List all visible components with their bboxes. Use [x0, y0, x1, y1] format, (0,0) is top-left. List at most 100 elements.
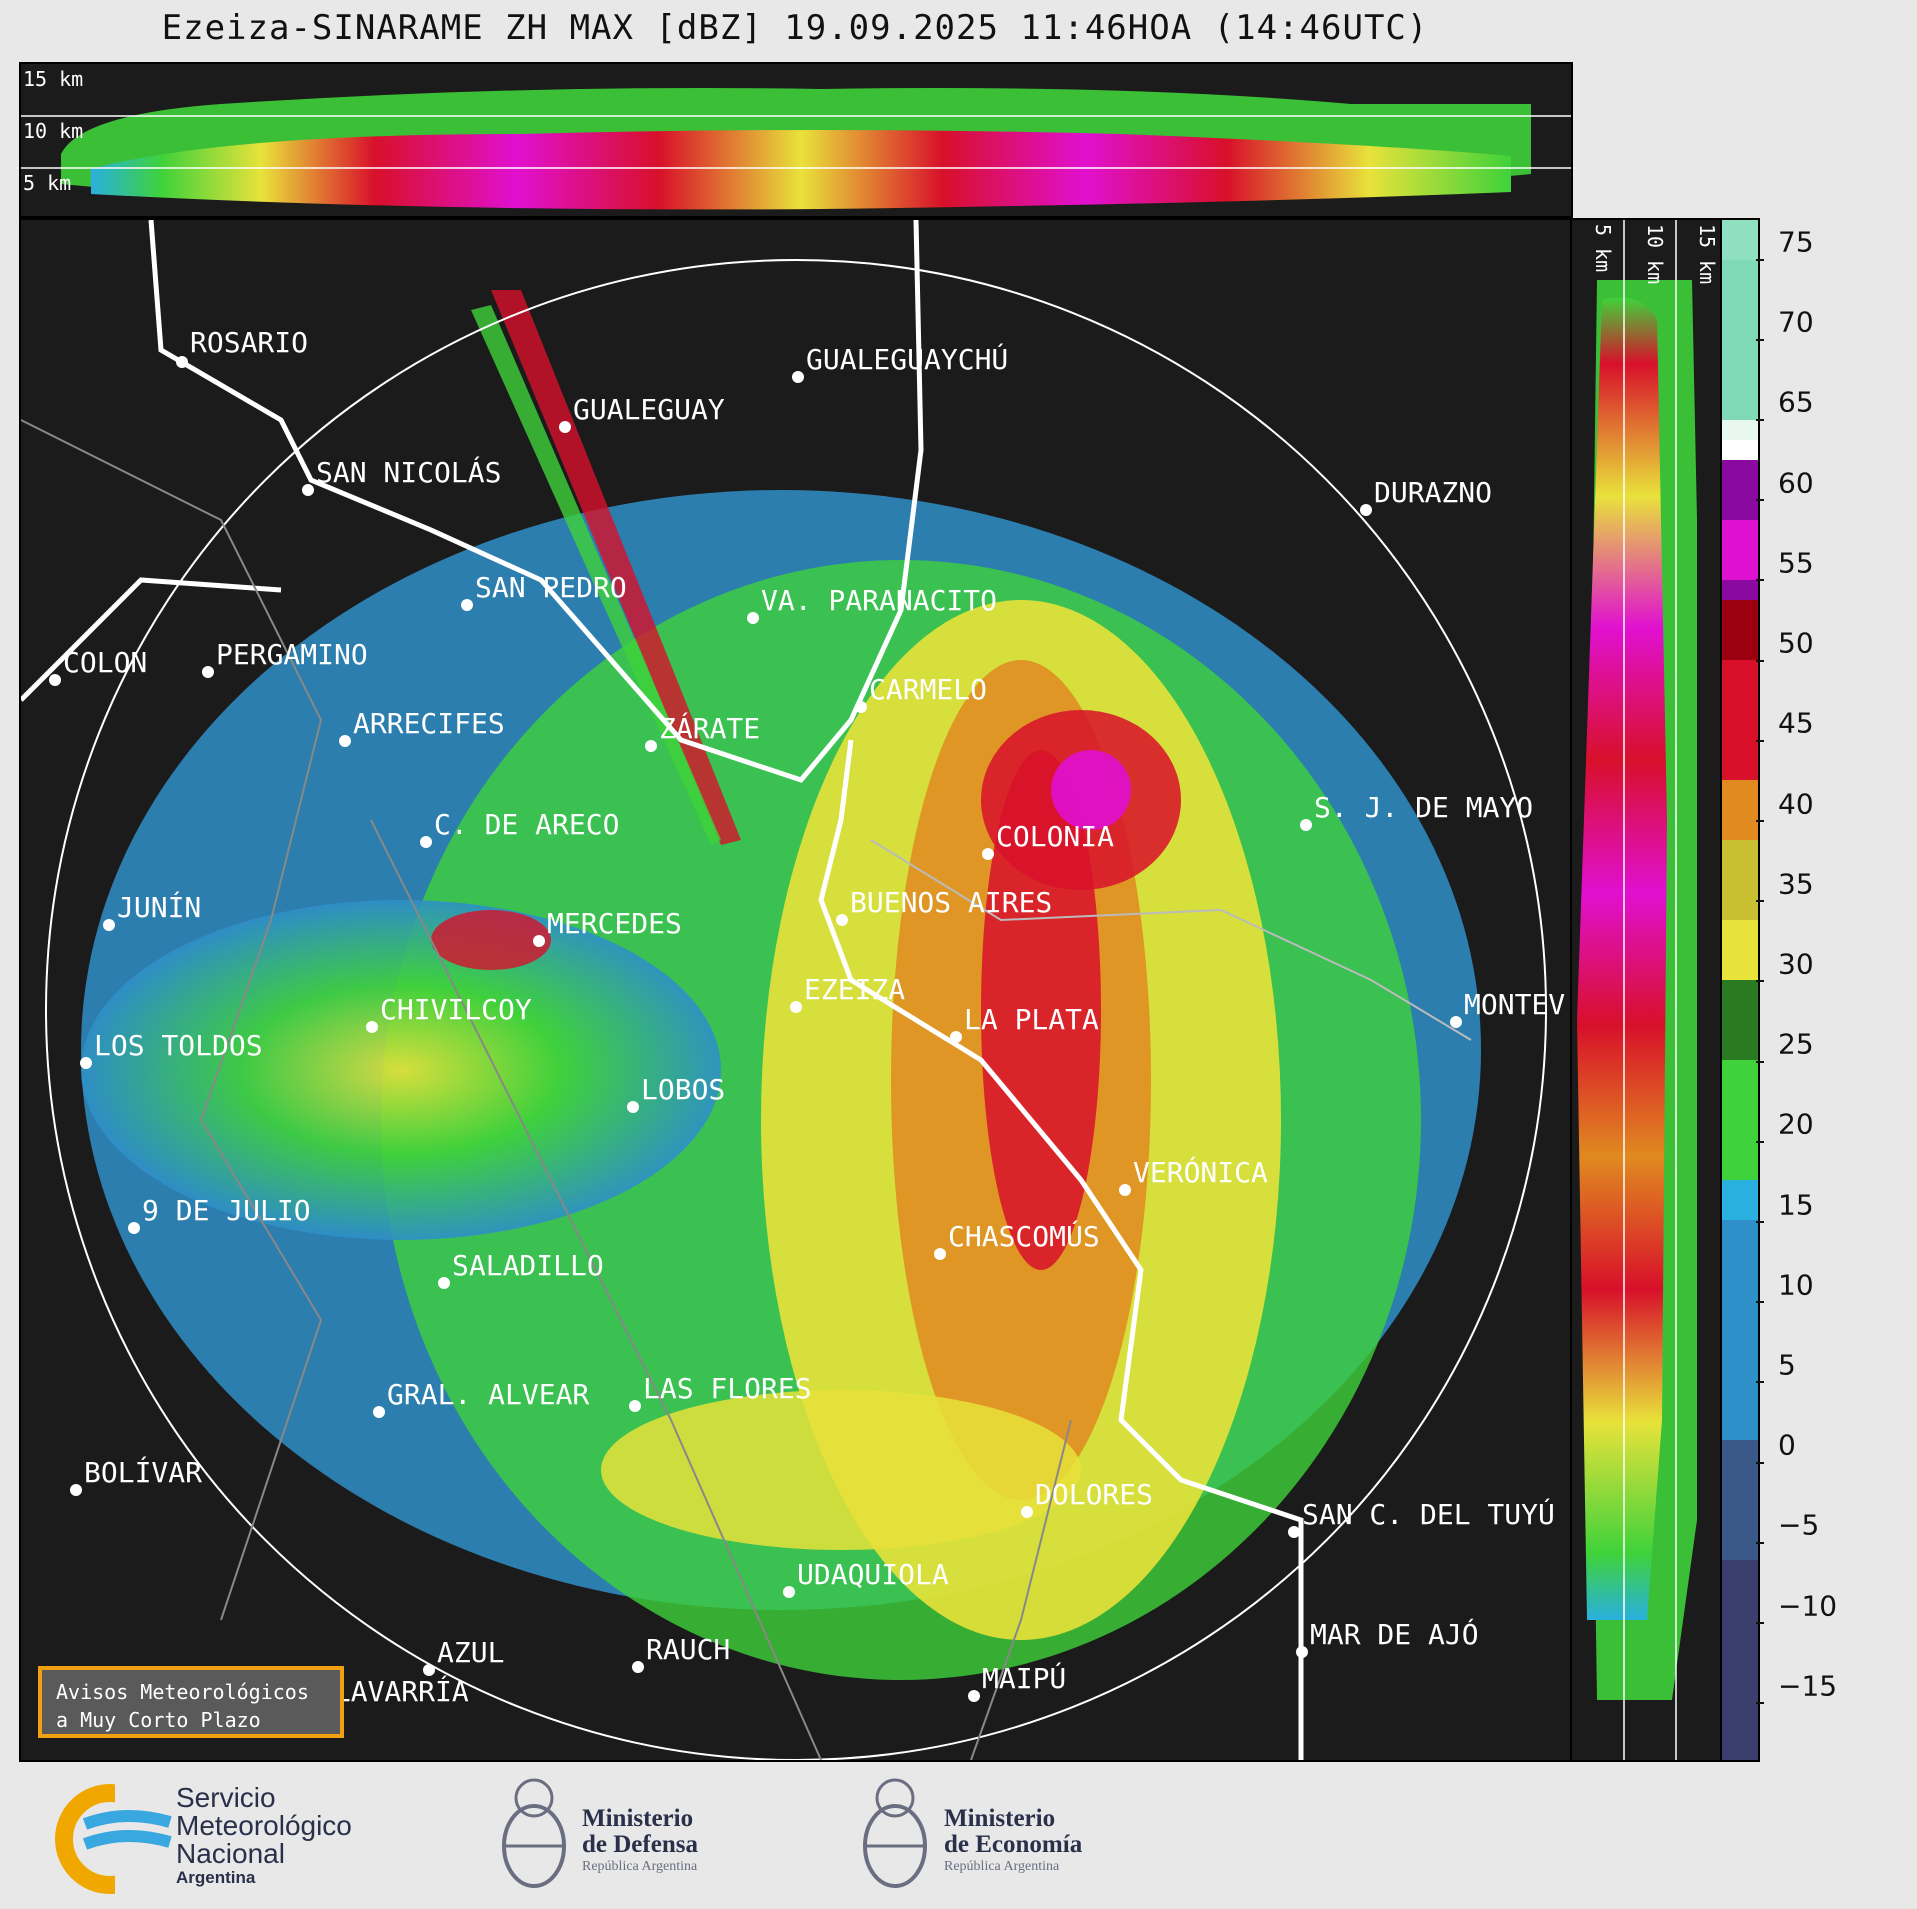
city-label: LOS TOLDOS	[94, 1029, 263, 1062]
city-label: LOBOS	[641, 1073, 725, 1106]
smn-line4: Argentina	[176, 1868, 256, 1887]
city-label: CHASCOMÚS	[948, 1219, 1100, 1253]
city-label: DOLORES	[1035, 1478, 1153, 1511]
city-label: ROSARIO	[190, 326, 308, 359]
city-label: BOLÍVAR	[84, 1455, 202, 1489]
economia-line1: Ministerio	[944, 1805, 1056, 1832]
city-marker	[339, 735, 351, 747]
chart-title: Ezeiza-SINARAME ZH MAX [dBZ] 19.09.2025 …	[161, 8, 1429, 48]
city-marker	[176, 356, 188, 368]
city-label: DURAZNO	[1374, 476, 1492, 509]
colorbar-tick: 75	[1756, 226, 1814, 275]
city-label: C. DE ARECO	[434, 808, 619, 841]
city-label: MAIPÚ	[982, 1661, 1066, 1695]
city-marker	[1021, 1506, 1033, 1518]
smn-logo-icon	[55, 1784, 175, 1894]
colorbar-tick: 70	[1756, 306, 1814, 355]
city-marker	[80, 1057, 92, 1069]
echo-field-west	[81, 900, 721, 1240]
city-label: CARMELO	[869, 673, 987, 706]
colorbar-tick: 0	[1756, 1429, 1796, 1478]
city-label: ZÁRATE	[659, 711, 760, 745]
top-cross-section-panel: 15 km 10 km 5 km	[19, 62, 1573, 218]
city-label: GUALEGUAY	[573, 393, 725, 426]
escudo-defensa-icon	[502, 1778, 566, 1888]
defensa-line2: de Defensa	[582, 1831, 698, 1858]
city-marker	[1288, 1526, 1300, 1538]
city-label: GRAL. ALVEAR	[387, 1378, 589, 1411]
side-cross-section-panel: 5 km 10 km 15 km	[1570, 218, 1724, 1762]
city-marker	[792, 371, 804, 383]
city-marker	[982, 848, 994, 860]
colorbar-tick: 20	[1756, 1108, 1814, 1157]
colorbar-tick: 50	[1756, 627, 1814, 676]
colorbar-tick: 60	[1756, 466, 1814, 516]
smn-line3: Nacional	[176, 1838, 285, 1869]
city-layer: ROSARIO GUALEGUAYCHÚ GUALEGUAY SAN NICOLÁS D…	[49, 326, 1565, 1715]
avisos-button[interactable]: Avisos Meteorológicos a Muy Corto Plazo	[38, 1666, 344, 1738]
city-marker	[423, 1664, 435, 1676]
city-label: 9 DE JULIO	[142, 1194, 311, 1227]
city-marker	[1119, 1184, 1131, 1196]
city-label: GUALEGUAYCHÚ	[806, 342, 1008, 376]
city-label: VERÓNICA	[1133, 1155, 1268, 1189]
city-marker	[783, 1586, 795, 1598]
colorbar-tick: 30	[1756, 947, 1814, 997]
city-marker	[70, 1484, 82, 1496]
colorbar-tick: −10	[1755, 1589, 1837, 1639]
city-marker	[559, 421, 571, 433]
city-marker	[934, 1248, 946, 1260]
echo-south-yellow	[601, 1390, 1081, 1550]
city-marker	[420, 836, 432, 848]
colorbar-tick: −15	[1755, 1669, 1837, 1719]
avisos-line1: Avisos Meteorológicos	[56, 1680, 309, 1704]
colorbar-ticks: 75 70 65 60 55 50 45 40 35 30 25 20 15 10 5 0 −5 −10 −15	[1755, 218, 1878, 1758]
city-marker	[1296, 1646, 1308, 1658]
city-label: SAN NICOLÁS	[316, 455, 501, 489]
colorbar-scale	[1722, 220, 1758, 1760]
colorbar-tick: 55	[1756, 546, 1814, 596]
city-marker	[302, 484, 314, 496]
interference-spike	[491, 290, 741, 845]
city-label: MERCEDES	[547, 907, 682, 940]
city-label: PERGAMINO	[216, 638, 368, 671]
city-label: MONTEV	[1464, 988, 1565, 1021]
radar-plot	[21, 220, 1547, 1760]
city-marker	[747, 612, 759, 624]
city-label: AZUL	[437, 1636, 504, 1669]
top-15km-label: 15 km	[23, 67, 83, 91]
city-label: ARRECIFES	[353, 707, 505, 740]
city-marker	[627, 1101, 639, 1113]
city-marker	[461, 599, 473, 611]
city-marker	[533, 935, 545, 947]
smn-line1: Servicio	[176, 1782, 276, 1813]
top-5km-label: 5 km	[23, 171, 71, 195]
city-label: S. J. DE MAYO	[1314, 791, 1533, 824]
footer-logos: Servicio Meteorológico Nacional Argentin…	[0, 1762, 1917, 1909]
colorbar-tick: 15	[1756, 1188, 1814, 1238]
city-marker	[836, 914, 848, 926]
city-marker	[790, 1001, 802, 1013]
city-marker	[366, 1021, 378, 1033]
city-label: SAN PEDRO	[475, 571, 627, 604]
colorbar-tick: −5	[1755, 1509, 1819, 1558]
side-cross-section-plot: 5 km 10 km 15 km	[1577, 220, 1719, 1760]
smn-line2: Meteorológico	[176, 1810, 352, 1841]
city-label: CHIVILCOY	[380, 993, 532, 1026]
city-label: COLONIA	[996, 820, 1114, 853]
top-echo-core	[91, 130, 1511, 210]
colorbar-tick: 65	[1756, 386, 1814, 435]
colorbar-tick: 25	[1756, 1028, 1814, 1077]
colorbar-tick: 45	[1756, 707, 1814, 756]
city-marker	[49, 674, 61, 686]
city-marker	[855, 701, 867, 713]
economia-line2: de Economía	[944, 1831, 1083, 1858]
side-10km-label: 10 km	[1643, 224, 1667, 284]
city-marker	[1360, 504, 1372, 516]
escudo-economia-icon	[863, 1778, 927, 1888]
city-marker	[103, 919, 115, 931]
city-marker	[1450, 1016, 1462, 1028]
city-marker	[632, 1661, 644, 1673]
city-label: MAR DE AJÓ	[1310, 1617, 1479, 1651]
avisos-line2: a Muy Corto Plazo	[56, 1708, 261, 1732]
